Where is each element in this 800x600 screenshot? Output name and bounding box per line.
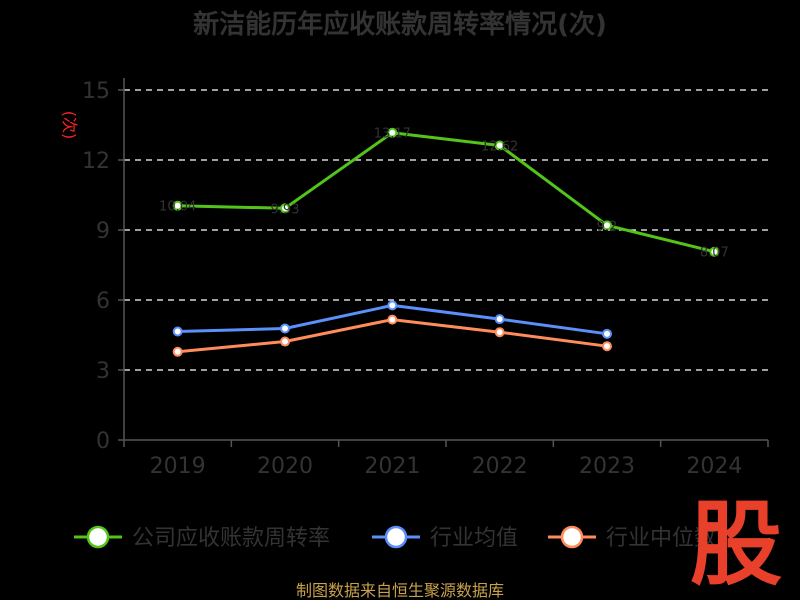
y-tick-label: 15 bbox=[82, 79, 110, 104]
data-point[interactable] bbox=[387, 127, 398, 138]
data-point[interactable] bbox=[494, 314, 505, 325]
data-point[interactable] bbox=[280, 203, 290, 214]
x-tick-label: 2020 bbox=[257, 454, 313, 479]
y-tick-label: 6 bbox=[96, 289, 110, 314]
data-point[interactable] bbox=[172, 200, 183, 211]
y-tick-label: 0 bbox=[96, 429, 110, 454]
watermark-logo: 股 bbox=[690, 491, 782, 598]
data-point[interactable] bbox=[602, 220, 612, 231]
x-tick-label: 2022 bbox=[472, 454, 528, 479]
data-label: 9.93 bbox=[271, 202, 300, 217]
legend-item-2[interactable]: 行业中位数 bbox=[548, 525, 716, 551]
data-label: 10.04 bbox=[159, 200, 196, 215]
x-tick-label: 2021 bbox=[364, 454, 420, 479]
legend-marker bbox=[86, 525, 110, 549]
data-point[interactable] bbox=[602, 328, 612, 339]
data-point[interactable] bbox=[709, 246, 720, 257]
y-tick-label: 9 bbox=[96, 219, 110, 244]
data-point[interactable] bbox=[280, 336, 290, 347]
series-2 bbox=[172, 314, 612, 357]
legend-label: 公司应收账款周转率 bbox=[132, 526, 330, 551]
data-label: 8.07 bbox=[700, 246, 729, 261]
legend-marker bbox=[560, 525, 584, 549]
y-tick-label: 12 bbox=[82, 149, 110, 174]
series-1 bbox=[172, 300, 612, 339]
x-tick-label: 2019 bbox=[150, 454, 206, 479]
x-tick-label: 2024 bbox=[686, 454, 742, 479]
data-point[interactable] bbox=[172, 346, 183, 357]
data-point[interactable] bbox=[494, 327, 505, 338]
legend-label: 行业中位数 bbox=[606, 526, 716, 551]
y-tick-label: 3 bbox=[96, 359, 110, 384]
axes: 0 3 6 9 12 15 2019 2020 2021 2022 2023 2024 bbox=[82, 78, 769, 479]
data-point[interactable] bbox=[494, 140, 505, 151]
chart-title: 新洁能历年应收账款周转率情况(次) bbox=[193, 9, 607, 40]
data-point[interactable] bbox=[280, 323, 290, 334]
legend-label: 行业均值 bbox=[430, 526, 518, 551]
series-lines: 10.04 9.93 13.17 12.62 9.2 8.07 bbox=[159, 127, 729, 357]
legend-marker bbox=[384, 525, 408, 549]
data-label: 12.62 bbox=[481, 140, 518, 155]
source-note: 制图数据来自恒生聚源数据库 bbox=[296, 581, 504, 600]
grid-lines bbox=[124, 89, 768, 371]
data-point[interactable] bbox=[387, 314, 398, 325]
y-axis-unit: (次) bbox=[60, 111, 79, 140]
x-tick-label: 2023 bbox=[579, 454, 635, 479]
data-point[interactable] bbox=[172, 326, 183, 337]
series-line bbox=[177, 131, 715, 254]
series-0: 10.04 9.93 13.17 12.62 9.2 8.07 bbox=[159, 127, 729, 261]
data-label: 9.2 bbox=[597, 219, 618, 234]
legend-item-0[interactable]: 公司应收账款周转率 bbox=[74, 525, 330, 551]
legend[interactable]: 公司应收账款周转率 行业均值 行业中位数 bbox=[74, 525, 716, 551]
legend-item-1[interactable]: 行业均值 bbox=[372, 525, 518, 551]
data-label: 13.17 bbox=[374, 127, 411, 142]
data-point[interactable] bbox=[387, 300, 398, 311]
data-point[interactable] bbox=[602, 341, 612, 352]
